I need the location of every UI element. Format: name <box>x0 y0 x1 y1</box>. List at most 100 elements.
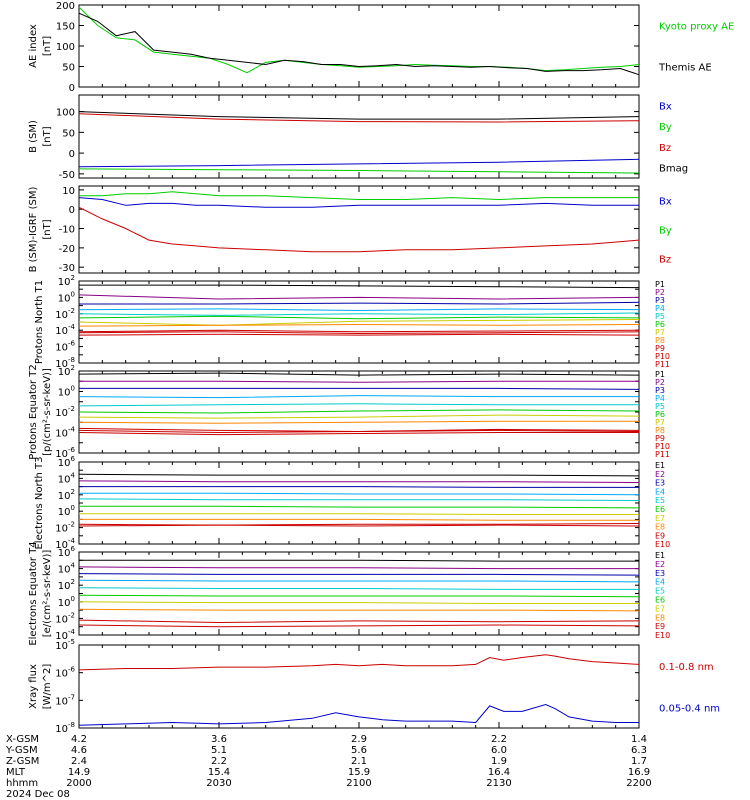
y-axis-label: Protons North T1 <box>34 280 45 364</box>
y-axis-unit: [nT] <box>42 126 53 146</box>
y-tick-label: -50 <box>59 170 75 181</box>
y-tick-label: 10-5 <box>55 638 75 652</box>
legend-entry: P7 <box>655 328 665 337</box>
y-tick-label: 100 <box>58 290 75 304</box>
footer-value: 2.2 <box>491 734 507 745</box>
legend-entry: E6 <box>655 596 665 605</box>
series-line-p5 <box>78 312 640 316</box>
legend-entry: E4 <box>655 487 665 496</box>
y-tick-label: 102 <box>58 488 75 502</box>
y-axis-unit: [nT] <box>42 36 53 56</box>
footer-value: 16.9 <box>628 767 650 778</box>
legend-entry: E2 <box>655 560 665 569</box>
series-line-e7 <box>79 513 639 515</box>
footer-row-label: MLT <box>6 767 26 778</box>
panel-frame-2 <box>78 94 640 179</box>
series-line-p8 <box>78 323 640 327</box>
series-line-p1 <box>78 372 640 376</box>
y-tick-label: 50 <box>62 63 75 74</box>
series-line-bx <box>78 158 640 168</box>
series-line-p3 <box>79 301 640 305</box>
legend-entry: By <box>659 122 672 133</box>
series-line-by <box>78 168 640 174</box>
y-axis-label: B (SM) <box>28 120 39 153</box>
footer-value: 2200 <box>626 778 651 789</box>
y-tick-label: 104 <box>58 562 76 576</box>
series-line-p6 <box>78 409 640 414</box>
legend-entry: Bz <box>659 255 671 266</box>
series-line-bz <box>78 206 640 253</box>
legend-entry: P1 <box>655 370 665 379</box>
y-tick-label: 106 <box>58 455 76 469</box>
legend-entry: E10 <box>655 631 670 640</box>
y-tick-label: 10-7 <box>55 693 75 707</box>
y-tick-label: 100 <box>58 385 75 399</box>
legend-entry: 0.05-0.4 nm <box>659 703 720 714</box>
legend-entry: E9 <box>655 622 665 631</box>
footer-value: 2030 <box>206 778 231 789</box>
series-line-0-1-0-8-nm <box>78 654 640 671</box>
footer-row-label: X-GSM <box>6 734 39 745</box>
series-line-e3 <box>79 486 639 488</box>
footer-value: 3.6 <box>211 734 227 745</box>
legend-entry: E3 <box>655 569 665 578</box>
footer-value: 2.1 <box>351 756 367 767</box>
legend-entry: E8 <box>655 613 665 622</box>
series-line-themis-ae <box>78 12 640 76</box>
panel-frame-4 <box>78 280 640 364</box>
y-tick-label: 10 <box>62 186 75 197</box>
legend-entry: P4 <box>655 304 665 313</box>
series-line-p7 <box>78 414 640 419</box>
y-tick-label: 0 <box>69 83 75 94</box>
legend-entry: P8 <box>655 336 665 345</box>
legend-entry: E7 <box>655 514 665 523</box>
y-tick-label: 150 <box>56 22 75 33</box>
y-axis-label: Protons Equator T2 <box>28 364 39 460</box>
footer-value: 4.6 <box>71 745 87 756</box>
footer-value: 6.0 <box>491 745 507 756</box>
series-line-e4 <box>78 579 640 583</box>
series-line-e1 <box>78 473 640 477</box>
footer-row-label: Z-GSM <box>6 756 39 767</box>
y-tick-label: 102 <box>58 274 75 288</box>
legend-entry: P10 <box>655 352 670 361</box>
series-line-p9 <box>78 329 640 333</box>
footer-value: 2100 <box>346 778 371 789</box>
legend-entry: P3 <box>655 296 665 305</box>
series-line-p8 <box>78 420 639 424</box>
legend-entry: E1 <box>655 551 665 560</box>
legend-entry: By <box>659 226 672 237</box>
series-line-e5 <box>78 498 640 501</box>
series-line-bx <box>78 197 639 208</box>
legend-entry: E7 <box>655 604 665 613</box>
legend-entry: E5 <box>655 496 665 505</box>
series-line-e8 <box>78 608 640 612</box>
series-line-e9 <box>78 619 640 624</box>
series-line-e4 <box>79 492 640 496</box>
legend-entry: E1 <box>655 461 665 470</box>
series-line-p5 <box>78 403 639 407</box>
y-tick-label: 102 <box>58 364 75 378</box>
series-line-e2 <box>78 480 640 483</box>
legend-entry: E5 <box>655 587 665 596</box>
y-tick-label: -20 <box>59 244 75 255</box>
series-line-e10 <box>78 624 640 628</box>
y-axis-label: B (SM)-IGRF (SM) <box>28 187 39 273</box>
series-line-p11 <box>78 331 640 335</box>
y-tick-label: 50 <box>62 128 75 139</box>
legend-entry: P2 <box>655 378 665 387</box>
y-tick-label: 10-2 <box>55 611 75 625</box>
y-tick-label: 0 <box>69 205 75 216</box>
series-line-e6 <box>79 505 640 509</box>
y-tick-label: 10-6 <box>55 340 75 354</box>
series-line-e10 <box>78 524 640 527</box>
y-axis-unit: [e/(cm²-s-sr-keV)] <box>42 550 53 638</box>
legend-entry: P8 <box>655 426 665 435</box>
y-tick-label: 10-2 <box>55 405 75 419</box>
y-tick-label: 0 <box>69 149 75 160</box>
footer-value: 6.3 <box>631 745 647 756</box>
series-line-p2 <box>79 380 639 383</box>
series-line-kyoto-proxy-ae <box>78 6 640 74</box>
legend-entry: P6 <box>655 410 665 419</box>
